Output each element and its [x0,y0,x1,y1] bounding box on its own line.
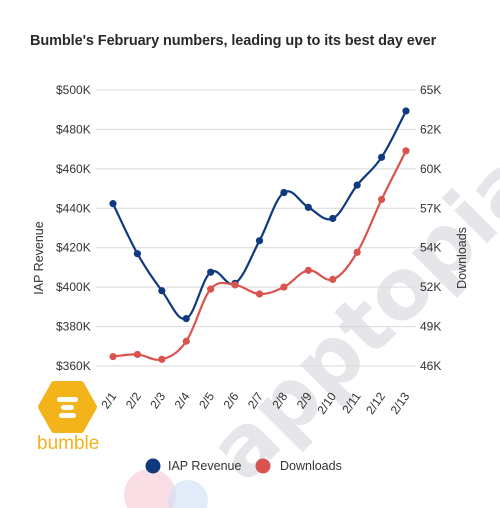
x-tick-label: 2/2 [123,389,144,411]
data-point-iap-revenue [133,250,142,258]
x-tick-label: 2/1 [98,389,119,411]
legend-label-downloads: Downloads [280,459,342,473]
data-point-iap-revenue [255,237,264,245]
bumble-stripe-icon [57,397,78,402]
data-point-downloads [353,248,361,256]
legend-marker-downloads [255,458,271,474]
data-point-iap-revenue [280,188,288,197]
left-tick-label: $400K [56,280,91,294]
left-tick-label: $500K [56,83,91,97]
data-point-iap-revenue [109,200,117,208]
series-layer [109,107,410,363]
right-tick-label: 52K [420,280,441,294]
x-tick-label: 2/12 [363,389,388,416]
right-tick-label: 46K [420,359,441,373]
data-point-downloads [231,281,239,289]
gridlines [96,89,416,367]
left-axis-title: IAP Revenue [32,221,46,294]
chart-title: Bumble's February numbers, leading up to… [30,33,437,49]
x-tick-label: 2/13 [388,389,413,416]
left-tick-label: $420K [56,241,91,255]
x-tick-label: 2/3 [147,389,168,411]
data-point-iap-revenue [353,181,361,189]
data-point-iap-revenue [158,287,166,295]
left-tick-label: $460K [56,162,91,176]
data-point-downloads [207,285,215,293]
data-point-downloads [182,337,190,345]
data-point-iap-revenue [402,107,410,115]
bumble-stripe-icon [59,413,76,418]
legend-marker-iap-revenue [145,458,161,474]
data-point-downloads [133,350,142,359]
left-axis-ticks: $360K $380K $400K $420K $440K $460K $480K $500K [56,83,91,373]
right-tick-label: 49K [420,320,441,334]
watermark-logo-shapes [124,469,208,508]
bumble-wordmark: bumble [37,433,99,454]
data-point-downloads [377,195,386,204]
right-tick-label: 60K [420,162,441,176]
left-tick-label: $360K [56,359,91,373]
right-tick-label: 57K [420,201,441,215]
legend-label-iap-revenue: IAP Revenue [168,459,241,473]
data-point-downloads [109,352,117,361]
data-point-downloads [255,290,264,298]
left-tick-label: $380K [56,320,91,334]
data-point-downloads [304,266,312,274]
right-axis-ticks: 46K 49K 52K 54K 57K 60K 62K 65K [420,83,441,373]
left-tick-label: $480K [56,122,91,136]
watermark-text: apptopia [190,133,500,500]
data-point-downloads [329,275,337,283]
x-tick-label: 2/4 [172,389,193,411]
data-point-iap-revenue [377,153,386,161]
legend: IAP Revenue Downloads [145,458,342,474]
data-point-iap-revenue [182,314,190,323]
data-point-downloads [402,147,410,155]
bumble-logo: bumble [37,381,99,454]
right-tick-label: 65K [420,83,441,97]
apptopia-watermark: apptopia [190,133,500,500]
right-tick-label: 62K [420,122,441,136]
data-point-iap-revenue [329,214,337,223]
data-point-iap-revenue [304,203,312,211]
data-point-downloads [280,283,288,291]
right-tick-label: 54K [420,241,441,255]
bumble-stripe-icon [61,405,74,410]
right-axis-title: Downloads [455,227,469,289]
data-point-downloads [158,355,166,363]
data-point-iap-revenue [207,268,215,276]
left-tick-label: $440K [56,201,91,215]
